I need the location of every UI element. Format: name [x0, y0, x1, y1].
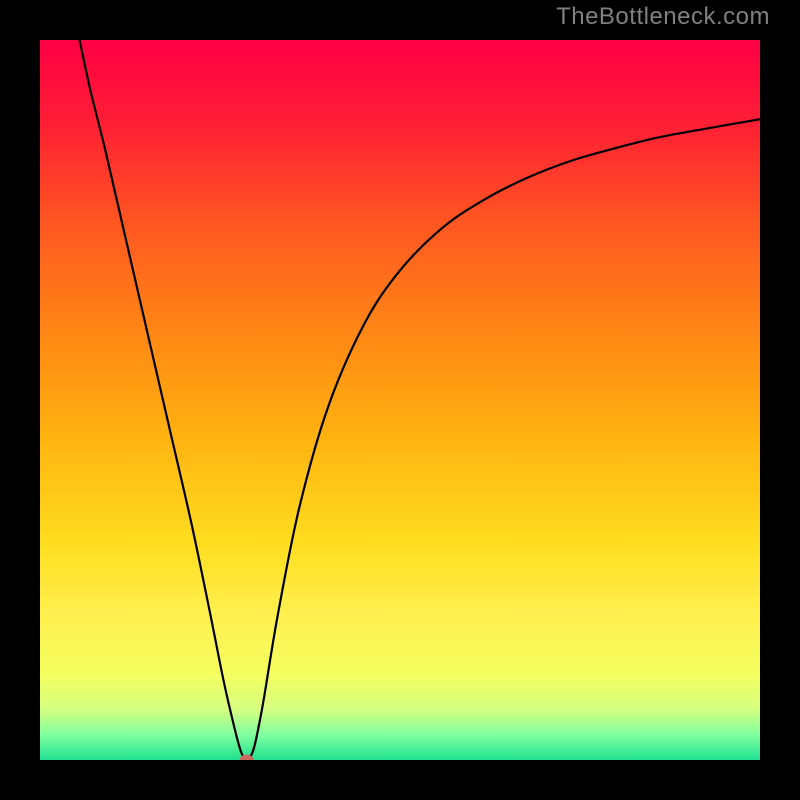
chart-svg	[40, 40, 760, 760]
gradient-background	[40, 40, 760, 760]
plot-area	[40, 40, 760, 760]
watermark-text: TheBottleneck.com	[556, 3, 770, 31]
